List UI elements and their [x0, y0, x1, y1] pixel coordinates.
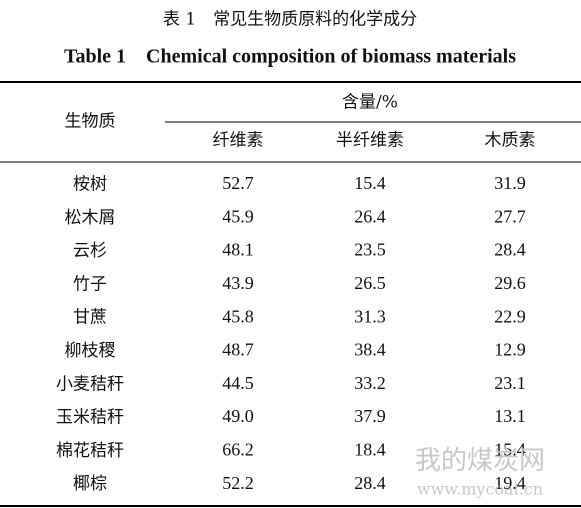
cell-value: 31.3 — [354, 306, 386, 326]
row-label: 椰棕 — [73, 474, 107, 494]
cell-value: 48.7 — [222, 340, 254, 360]
row-label: 棉花秸秆 — [56, 441, 124, 461]
row-label: 玉米秸秆 — [56, 408, 124, 428]
cell-value: 66.2 — [222, 440, 254, 460]
cell-value: 28.4 — [494, 240, 526, 260]
title-cn: 表 1 常见生物质原料的化学成分 — [163, 10, 417, 30]
cell-value: 13.1 — [494, 406, 526, 426]
cell-value: 52.2 — [222, 473, 254, 493]
cell-value: 18.4 — [354, 440, 386, 460]
cell-value: 38.4 — [354, 340, 386, 360]
column-header: 木质素 — [485, 131, 536, 151]
cell-value: 19.4 — [494, 473, 526, 493]
cell-value: 23.5 — [354, 240, 386, 260]
cell-value: 33.2 — [354, 373, 386, 393]
cell-value: 22.9 — [494, 306, 526, 326]
cell-value: 43.9 — [222, 273, 254, 293]
cell-value: 44.5 — [222, 373, 254, 393]
watermark: 我的煤炭网 — [415, 446, 545, 476]
row-label: 云杉 — [73, 241, 107, 261]
cell-value: 12.9 — [494, 340, 526, 360]
row-label: 甘蔗 — [73, 308, 107, 328]
cell-value: 26.4 — [354, 206, 386, 226]
row-label: 小麦秸秆 — [56, 374, 124, 394]
row-header: 生物质 — [65, 112, 116, 132]
cell-value: 26.5 — [354, 273, 386, 293]
row-label: 竹子 — [73, 274, 107, 294]
row-label: 松木屑 — [65, 208, 116, 228]
cell-value: 23.1 — [494, 373, 526, 393]
cell-value: 15.4 — [494, 440, 526, 460]
cell-value: 49.0 — [222, 406, 254, 426]
row-label: 柳枝稷 — [65, 341, 116, 361]
watermark-url: www.mycoal.cn — [417, 480, 543, 499]
cell-value: 15.4 — [354, 173, 386, 193]
group-header: 含量/% — [342, 93, 398, 113]
cell-value: 37.9 — [354, 406, 386, 426]
cell-value: 52.7 — [222, 173, 254, 193]
cell-value: 29.6 — [494, 273, 526, 293]
cell-value: 45.9 — [222, 206, 254, 226]
row-label: 桉树 — [73, 175, 107, 195]
column-header: 纤维素 — [213, 131, 264, 151]
title-en: Table 1 Chemical composition of biomass … — [64, 46, 516, 68]
cell-value: 27.7 — [494, 206, 526, 226]
cell-value: 28.4 — [354, 473, 386, 493]
cell-value: 48.1 — [222, 240, 254, 260]
cell-value: 31.9 — [494, 173, 526, 193]
column-header: 半纤维素 — [336, 131, 404, 151]
cell-value: 45.8 — [222, 306, 254, 326]
